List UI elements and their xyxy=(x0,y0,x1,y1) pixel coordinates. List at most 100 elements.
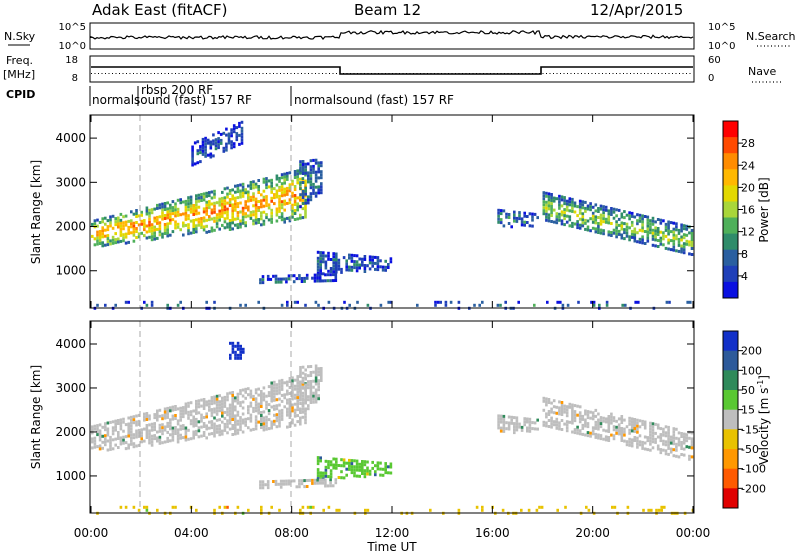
data-cell xyxy=(252,186,255,190)
y-tick-label: 3000 xyxy=(55,175,86,189)
data-cell xyxy=(304,401,307,405)
data-cell xyxy=(304,182,307,186)
velocity-label-end: ] xyxy=(757,375,771,380)
data-cell xyxy=(296,399,299,403)
data-cell xyxy=(355,266,359,270)
data-cell xyxy=(254,403,258,407)
data-cell xyxy=(313,478,317,482)
data-cell xyxy=(381,265,385,269)
data-cell xyxy=(150,238,154,242)
data-cell xyxy=(334,481,338,485)
data-cell xyxy=(607,212,611,216)
data-cell xyxy=(143,228,146,232)
data-cell xyxy=(221,199,224,203)
data-cell xyxy=(672,245,676,249)
data-cell xyxy=(672,439,676,443)
data-cell xyxy=(161,217,164,221)
data-cell xyxy=(340,470,343,474)
data-cell xyxy=(197,405,201,409)
data-cell xyxy=(594,221,598,225)
data-cell xyxy=(244,212,247,216)
data-cell xyxy=(526,420,529,424)
data-cell xyxy=(278,379,281,383)
data-cell xyxy=(244,224,247,228)
data-cell xyxy=(114,303,117,307)
data-cell xyxy=(137,431,141,435)
data-cell xyxy=(560,404,564,407)
data-cell xyxy=(662,243,665,247)
data-cell xyxy=(122,239,125,243)
data-cell xyxy=(337,258,341,262)
data-cell xyxy=(612,228,616,232)
data-cell xyxy=(238,133,241,137)
data-cell xyxy=(299,198,302,202)
data-cell xyxy=(304,198,307,202)
data-cell xyxy=(628,419,631,423)
data-cell xyxy=(269,277,273,281)
data-cell xyxy=(252,183,255,187)
data-cell xyxy=(597,418,600,422)
data-cell xyxy=(239,425,242,429)
data-cell xyxy=(581,414,585,418)
data-cell xyxy=(299,187,302,191)
data-cell xyxy=(127,300,130,304)
data-cell xyxy=(656,245,660,248)
data-cell xyxy=(320,161,323,165)
data-cell xyxy=(254,406,258,410)
data-cell xyxy=(124,505,128,509)
data-cell xyxy=(334,478,338,482)
data-cell xyxy=(651,431,655,435)
data-cell xyxy=(293,170,297,173)
data-cell xyxy=(620,433,624,436)
data-cell xyxy=(293,212,297,215)
data-cell xyxy=(132,442,136,446)
data-cell xyxy=(342,256,346,260)
data-cell xyxy=(104,222,107,226)
data-cell xyxy=(259,480,262,484)
data-cell xyxy=(342,458,346,462)
data-cell xyxy=(604,435,608,439)
data-cell xyxy=(651,219,655,223)
data-cell xyxy=(265,418,268,422)
data-cell xyxy=(667,428,670,432)
data-cell xyxy=(119,505,123,509)
data-cell xyxy=(636,219,639,223)
data-cell xyxy=(620,430,624,433)
data-cell xyxy=(444,300,448,304)
data-cell xyxy=(317,303,320,307)
data-cell xyxy=(682,236,686,240)
data-cell xyxy=(301,166,305,169)
data-cell xyxy=(307,177,310,181)
data-cell xyxy=(607,439,611,442)
data-cell xyxy=(299,195,302,199)
data-cell xyxy=(299,398,302,402)
data-cell xyxy=(270,396,273,400)
data-cell xyxy=(568,203,572,207)
data-cell xyxy=(355,254,359,258)
data-cell xyxy=(319,263,322,267)
data-cell xyxy=(520,428,524,432)
data-cell xyxy=(301,376,305,380)
cpid-segment-1: normalsound (fast) 157 RF xyxy=(92,93,252,107)
data-cell xyxy=(309,398,313,401)
colorbar-swatch xyxy=(723,468,738,489)
data-cell xyxy=(345,473,348,477)
data-cell xyxy=(283,175,286,179)
data-cell xyxy=(591,220,595,224)
data-cell xyxy=(223,211,227,215)
data-cell xyxy=(350,468,354,472)
data-cell xyxy=(659,230,663,234)
data-cell xyxy=(145,508,149,512)
data-cell xyxy=(247,193,250,197)
data-cell xyxy=(327,463,330,467)
data-cell xyxy=(208,206,211,210)
data-cell xyxy=(390,300,393,304)
data-cell xyxy=(272,274,275,278)
data-cell xyxy=(301,169,305,172)
data-cell xyxy=(547,213,551,217)
data-cell xyxy=(630,444,634,448)
data-cell xyxy=(677,240,681,244)
data-cell xyxy=(615,425,618,429)
data-cell xyxy=(122,435,125,439)
data-cell xyxy=(672,430,676,434)
